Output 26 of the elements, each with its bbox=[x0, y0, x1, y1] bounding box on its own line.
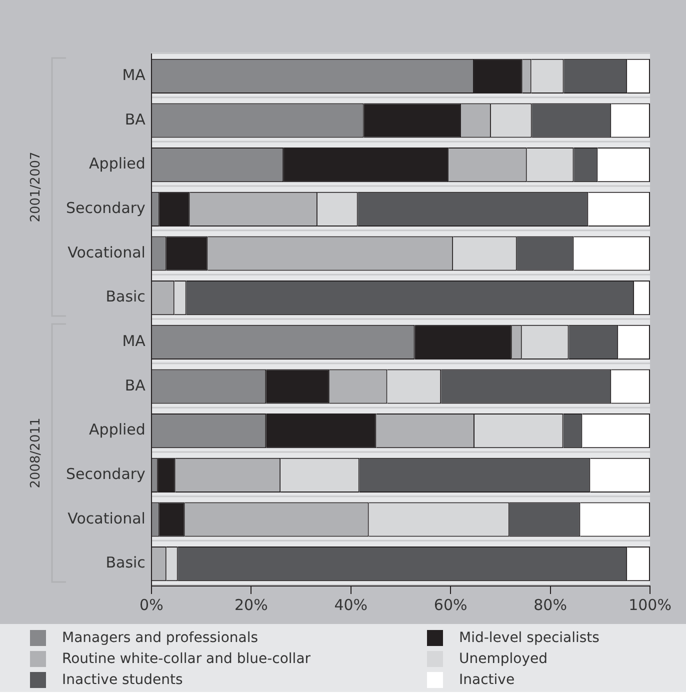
legend-label: Routine white-collar and blue-collar bbox=[62, 650, 311, 666]
y-tick-label: Applied bbox=[89, 154, 146, 173]
x-tick-label: 100% bbox=[628, 596, 672, 614]
y-tick-label: Vocational bbox=[68, 509, 146, 528]
y-tick-label: Basic bbox=[106, 554, 146, 572]
y-tick-label: MA bbox=[122, 332, 146, 350]
y-tick-label: MA bbox=[122, 66, 146, 84]
y-tick-label: Secondary bbox=[66, 465, 146, 484]
legend-label: Inactive students bbox=[62, 672, 183, 688]
x-tick-label: 20% bbox=[234, 596, 268, 614]
x-tick-label: 0% bbox=[140, 596, 164, 614]
y-tick-label: Basic bbox=[106, 288, 146, 306]
y-tick-label: Applied bbox=[89, 420, 146, 439]
legend-label: Unemployed bbox=[459, 650, 548, 666]
legend-label: Mid-level specialists bbox=[459, 630, 600, 646]
legend-label: Managers and professionals bbox=[62, 630, 258, 646]
y-tick-label: BA bbox=[124, 376, 146, 394]
y-tick-label: Vocational bbox=[68, 243, 146, 262]
y-tick-label: Secondary bbox=[66, 199, 146, 218]
legend-label: Inactive bbox=[459, 672, 515, 688]
text: 2008/2011 bbox=[28, 418, 44, 488]
x-tick-label: 40% bbox=[334, 596, 368, 614]
x-tick-label: 80% bbox=[534, 596, 567, 614]
x-tick-label: 60% bbox=[434, 596, 468, 614]
text: 2001/2007 bbox=[28, 152, 44, 222]
y-tick-label: BA bbox=[124, 110, 146, 128]
